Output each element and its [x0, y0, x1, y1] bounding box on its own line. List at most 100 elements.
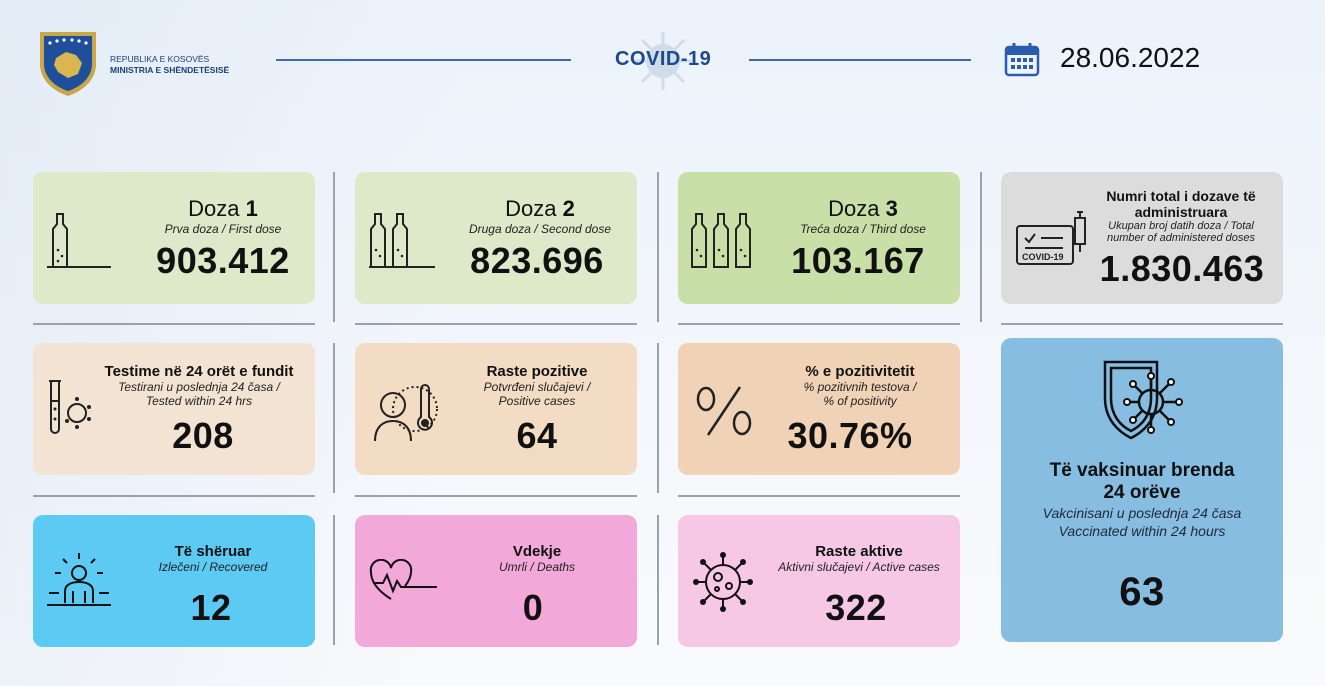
positive-cases-card: Raste pozitive Potvrđeni slučajevi / Pos…: [355, 343, 637, 475]
recovered-person-icon: [47, 553, 111, 606]
vaccine-certificate-icon: COVID-19: [1016, 211, 1086, 265]
tests-title: Testime në 24 orët e fundit: [104, 363, 294, 380]
divider: [678, 323, 960, 325]
deaths-title-block: Vdekje Umrli / Deaths: [447, 543, 627, 574]
heartbeat-icon: [369, 559, 437, 600]
positivity-title: % e pozitivitetit: [805, 363, 915, 380]
vaccinated-24h-title-1: Të vaksinuar brenda: [1049, 460, 1235, 481]
ministry-name: REPUBLIKA E KOSOVËS MINISTRIA E SHËNDETË…: [110, 54, 229, 76]
recovered-subtitle: Izlečeni / Recovered: [158, 560, 268, 574]
recovered-value: 12: [190, 587, 232, 628]
active-cases-subtitle: Aktivni slučajevi / Active cases: [778, 560, 940, 574]
dose-3-title: Doza 3 Treća doza / Third dose: [773, 196, 953, 236]
active-cases-value: 322: [825, 587, 887, 628]
calendar-icon: [1004, 43, 1040, 77]
vaccinated-24h-title-block: Të vaksinuar brenda 24 orëve Vakcinisani…: [1011, 460, 1273, 540]
positivity-title-block: % e pozitivitetit % pozitivnih testova /…: [770, 363, 950, 408]
fever-person-icon: [374, 384, 438, 442]
recovered-title-block: Të shëruar Izlečeni / Recovered: [123, 543, 303, 574]
positive-cases-subtitle-2: Positive cases: [498, 394, 576, 408]
deaths-card: Vdekje Umrli / Deaths 0: [355, 515, 637, 647]
tests-card: Testime në 24 orët e fundit Testirani u …: [33, 343, 315, 475]
positivity-card: % e pozitivitetit % pozitivnih testova /…: [678, 343, 960, 475]
active-cases-card: Raste aktive Aktivni slučajevi / Active …: [678, 515, 960, 647]
divider: [33, 323, 315, 325]
header: REPUBLIKA E KOSOVËS MINISTRIA E SHËNDETË…: [0, 0, 1325, 130]
divider: [333, 172, 335, 322]
dose-3-title-word: Doza: [828, 196, 880, 221]
deaths-title: Vdekje: [512, 543, 562, 560]
positivity-subtitle-2: % of positivity: [823, 394, 897, 408]
divider: [355, 323, 637, 325]
header-divider-right: [749, 59, 971, 61]
two-vials-icon: [369, 213, 435, 268]
dose-2-title-number: 2: [562, 196, 575, 221]
vaccinated-24h-card: Të vaksinuar brenda 24 orëve Vakcinisani…: [1001, 338, 1283, 642]
divider: [333, 515, 335, 645]
tests-value: 208: [172, 415, 234, 456]
recovered-title: Të shëruar: [174, 543, 252, 560]
positive-cases-title-block: Raste pozitive Potvrđeni slučajevi / Pos…: [447, 363, 627, 408]
dose-1-subtitle: Prva doza / First dose: [164, 222, 282, 236]
dose-2-value: 823.696: [470, 240, 604, 281]
positive-cases-title: Raste pozitive: [486, 363, 588, 380]
dose-1-title: Doza 1 Prva doza / First dose: [143, 196, 303, 236]
divider: [355, 495, 637, 497]
divider: [1001, 323, 1283, 325]
total-doses-value: 1.830.463: [1099, 248, 1265, 289]
positivity-subtitle-1: % pozitivnih testova /: [803, 380, 917, 394]
divider: [980, 172, 982, 322]
positive-cases-subtitle-1: Potvrđeni slučajevi /: [483, 380, 591, 394]
divider: [333, 343, 335, 493]
dose-2-card: Doza 2 Druga doza / Second dose 823.696: [355, 172, 637, 304]
tests-subtitle-1: Testirani u poslednja 24 časa /: [118, 380, 280, 394]
dose-2-subtitle: Druga doza / Second dose: [468, 222, 612, 236]
dose-3-subtitle: Treća doza / Third dose: [800, 222, 926, 236]
recovered-card: Të shëruar Izlečeni / Recovered 12: [33, 515, 315, 647]
vaccinated-24h-title-2: 24 orëve: [1103, 482, 1181, 503]
virus-decoration-icon: [634, 32, 692, 90]
org-line-2: MINISTRIA E SHËNDETËSISË: [110, 65, 230, 75]
deaths-value: 0: [522, 587, 544, 628]
test-tube-icon: [49, 380, 91, 434]
vaccinated-24h-value: 63: [1119, 570, 1165, 614]
vaccinated-24h-subtitle-1: Vakcinisani u poslednja 24 časa: [1042, 505, 1242, 521]
deaths-subtitle: Umrli / Deaths: [498, 560, 575, 574]
dose-3-value: 103.167: [791, 240, 925, 281]
positivity-value: 30.76%: [787, 415, 913, 456]
divider: [657, 515, 659, 645]
tests-subtitle-2: Tested within 24 hrs: [145, 394, 253, 408]
dose-1-card: Doza 1 Prva doza / First dose 903.412: [33, 172, 315, 304]
divider: [678, 495, 960, 497]
dose-2-title-word: Doza: [505, 196, 557, 221]
vaccinated-24h-subtitle-2: Vaccinated within 24 hours: [1058, 523, 1226, 539]
percent-icon: [696, 386, 752, 436]
positive-cases-value: 64: [516, 415, 558, 456]
dose-3-card: Doza 3 Treća doza / Third dose 103.167: [678, 172, 960, 304]
dose-1-value: 903.412: [156, 240, 290, 281]
virus-icon: [693, 552, 753, 612]
total-doses-title-block: Numri total i dozave të administruara Uk…: [1089, 188, 1273, 244]
dose-1-title-number: 1: [245, 196, 258, 221]
tests-title-block: Testime në 24 orët e fundit Testirani u …: [89, 363, 309, 408]
three-vials-icon: [691, 213, 751, 268]
divider: [657, 343, 659, 493]
divider: [657, 172, 659, 322]
dose-2-title: Doza 2 Druga doza / Second dose: [445, 196, 635, 236]
org-line-1: REPUBLIKA E KOSOVËS: [110, 54, 210, 64]
divider: [33, 495, 315, 497]
dose-3-title-number: 3: [885, 196, 898, 221]
total-doses-subtitle: Ukupan broj datih doza / Total number of…: [1107, 220, 1255, 244]
total-doses-title: Numri total i dozave të administruara: [1106, 188, 1256, 220]
active-cases-title: Raste aktive: [815, 543, 903, 560]
total-doses-card: COVID-19 Numri total i dozave të adminis…: [1001, 172, 1283, 304]
report-date: 28.06.2022: [1060, 42, 1201, 73]
page-title: COVID-19: [615, 48, 712, 70]
dose-1-title-word: Doza: [188, 196, 240, 221]
header-divider-left: [276, 59, 571, 61]
covid-badge: COVID-19: [1022, 252, 1064, 262]
active-cases-title-block: Raste aktive Aktivni slučajevi / Active …: [764, 543, 954, 574]
kosovo-emblem-icon: [40, 32, 96, 96]
virus-shield-icon: [1103, 360, 1183, 440]
vial-icon: [47, 213, 111, 268]
